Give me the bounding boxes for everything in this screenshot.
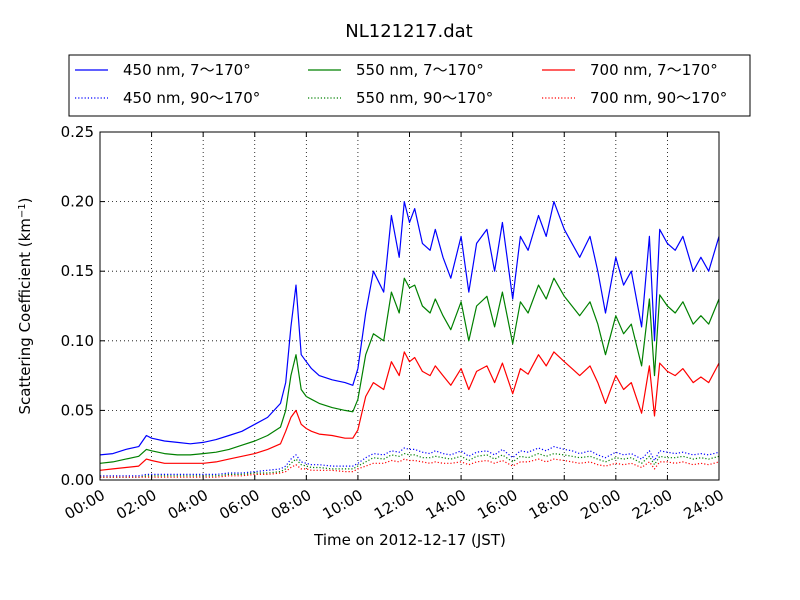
x-tick-label: 18:00 (526, 486, 572, 523)
x-axis-title: Time on 2012-12-17 (JST) (313, 531, 506, 549)
x-tick-label: 24:00 (681, 486, 727, 523)
y-tick-label: 0.20 (61, 193, 94, 211)
x-axis: 00:00 02:00 04:00 06:00 08:00 10:00 12:00 14:00… (62, 132, 727, 523)
y-tick-label: 0.10 (61, 332, 94, 350)
y-axis-title: Scattering Coefficient (km−1) (16, 197, 34, 414)
y-tick-label: 0.00 (61, 471, 94, 489)
series-line-1 (99, 277, 720, 464)
legend-label-4: 550 nm, 90～170° (356, 89, 493, 107)
legend: 450 nm, 7～170° 550 nm, 7～170° 700 nm, 7～17… (68, 54, 751, 117)
x-tick-label: 16:00 (474, 486, 520, 523)
x-tick-label: 06:00 (216, 486, 262, 523)
y-axis-title-main: Scattering Coefficient (km (16, 218, 34, 414)
series-line-5 (100, 458, 720, 478)
x-tick-label: 22:00 (629, 486, 675, 523)
legend-label-5: 700 nm, 90～170° (590, 89, 727, 107)
x-tick-label: 14:00 (423, 486, 469, 523)
x-tick-label: 20:00 (577, 486, 623, 523)
series-line-4 (100, 453, 720, 478)
y-tick-label: 0.15 (61, 262, 94, 280)
y-axis-title-close: ) (16, 197, 34, 203)
legend-frame (68, 54, 751, 117)
legend-label-0: 450 nm, 7～170° (123, 61, 251, 79)
x-tick-label: 12:00 (371, 486, 417, 523)
y-tick-label: 0.05 (61, 401, 94, 419)
x-tick-label: 08:00 (268, 486, 314, 523)
series-line-0 (99, 201, 720, 456)
x-tick-label: 00:00 (62, 486, 108, 523)
series-line-3 (100, 446, 720, 477)
x-tick-label: 10:00 (319, 486, 365, 523)
legend-label-3: 450 nm, 90～170° (123, 89, 260, 107)
series-line-2 (99, 351, 720, 471)
x-tick-label: 02:00 (113, 486, 159, 523)
y-tick-label: 0.25 (61, 123, 94, 141)
y-axis-title-unit-exponent: −1 (17, 203, 28, 218)
x-tick-label: 04:00 (165, 486, 211, 523)
grid (100, 132, 719, 480)
legend-label-2: 700 nm, 7～170° (590, 61, 718, 79)
y-axis: 0.00 0.05 0.10 0.15 0.20 0.25 (61, 123, 719, 489)
chart-title: NL121217.dat (345, 21, 472, 42)
series-layer (99, 201, 720, 478)
legend-label-1: 550 nm, 7～170° (356, 61, 484, 79)
